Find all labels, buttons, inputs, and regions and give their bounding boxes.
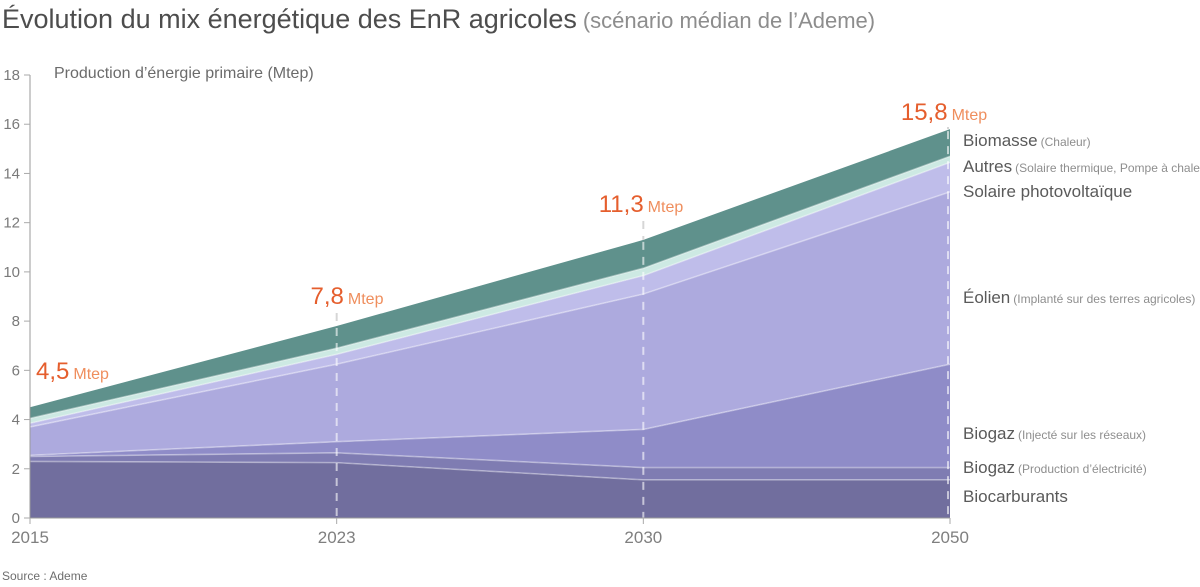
page-title: Évolution du mix énergétique des EnR agr…	[2, 4, 875, 35]
area-layers	[29, 129, 951, 518]
total-unit-2015: Mtep	[73, 366, 109, 383]
layer-boundary-highlight	[29, 451, 950, 469]
y-tick-label: 18	[3, 67, 20, 84]
legend-autres-note: (Solaire thermique, Pompe à chaleur)	[1015, 161, 1200, 175]
legend-eolien-note: (Implanté sur des terres agricoles)	[1013, 292, 1196, 306]
legend-biogaz-injecte-label: Biogaz	[963, 424, 1015, 443]
title-main: Évolution du mix énergétique des EnR agr…	[2, 4, 577, 34]
total-annotation-2023: 7,8 Mtep	[311, 283, 384, 311]
legend-solaire-pv: Solaire photovoltaïque	[963, 181, 1135, 204]
layer-boundary-highlight	[29, 363, 951, 457]
y-tick-label: 0	[12, 510, 20, 527]
total-value-2023: 7,8	[310, 283, 344, 310]
area-biogaz	[30, 452, 950, 480]
x-tick-label: 2023	[318, 528, 356, 547]
total-unit-2050: Mtep	[951, 107, 988, 124]
legend-autres: Autres (Solaire thermique, Pompe à chaleu…	[963, 156, 1200, 179]
total-value-2030: 11,3	[598, 191, 644, 218]
x-tick-label: 2015	[11, 528, 49, 547]
y-tick-label: 14	[3, 165, 20, 182]
axes: 0 2 4 6 8 10 12 14 16 18 2015 2023 2030 2050	[3, 67, 969, 547]
legend-biogaz-injecte-note: (Injecté sur les réseaux)	[1017, 428, 1147, 442]
area-biomasse	[30, 129, 950, 419]
layer-boundary-highlight	[29, 191, 951, 428]
legend-biomasse: Biomasse (Chaleur)	[963, 130, 1091, 153]
y-tick-label: 2	[12, 461, 20, 478]
dashed-guides	[335, 127, 949, 523]
y-tick-label: 12	[3, 215, 20, 232]
y-tick-label: 4	[12, 412, 20, 429]
legend-biogaz-electricite: Biogaz (Production d’électricité)	[963, 457, 1147, 480]
title-subtitle: (scénario médian de l’Ademe)	[582, 8, 876, 33]
legend-biocarburants-label: Biocarburants	[963, 487, 1068, 506]
legend-biogaz-electricite-note: (Production d’électricité)	[1017, 462, 1147, 476]
total-unit-2030: Mtep	[647, 199, 684, 216]
legend-autres-label: Autres	[963, 157, 1013, 176]
y-tick-label: 16	[3, 116, 20, 133]
total-value-2015: 4,5	[36, 358, 70, 385]
y-axis-title: Production d’énergie primaire (Mtep)	[54, 65, 314, 82]
legend-eolien: Éolien (Implanté sur des terres agricoles…	[963, 287, 1195, 310]
total-annotation-2015: 4,5 Mtep	[36, 358, 109, 386]
legend-solaire-pv-label: Solaire photovoltaïque	[963, 182, 1133, 201]
area-biogaz	[30, 364, 950, 468]
x-tick-label: 2050	[931, 528, 969, 547]
legend-biogaz-injecte: Biogaz (Injecté sur les réseaux)	[963, 423, 1146, 446]
layer-boundary-highlight	[29, 155, 951, 420]
area--olien	[30, 191, 950, 456]
layer-boundary-highlight	[29, 161, 951, 425]
total-value-2050: 15,8	[900, 99, 948, 126]
y-tick-label: 6	[12, 362, 20, 379]
legend-biocarburants: Biocarburants	[963, 486, 1071, 509]
total-annotation-2050: 15,8 Mtep	[901, 99, 987, 127]
y-tick-label: 8	[12, 313, 20, 330]
x-tick-label: 2030	[624, 528, 662, 547]
legend-biogaz-electricite-label: Biogaz	[963, 458, 1015, 477]
legend-biomasse-note: (Chaleur)	[1040, 135, 1091, 149]
y-tick-label: 10	[3, 264, 20, 281]
source-caption: Source : Ademe	[2, 569, 88, 583]
layer-boundary-highlight	[29, 460, 950, 481]
total-annotation-2030: 11,3 Mtep	[599, 191, 684, 219]
total-unit-2023: Mtep	[347, 291, 384, 308]
legend-biomasse-label: Biomasse	[963, 131, 1038, 150]
area-biocarburants	[30, 461, 950, 518]
legend-eolien-label: Éolien	[963, 288, 1011, 307]
